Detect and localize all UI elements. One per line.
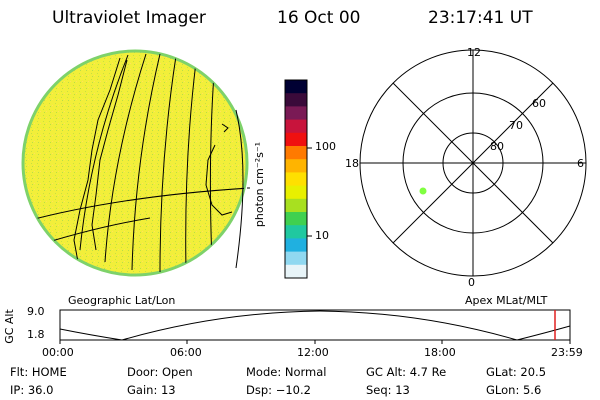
mlat-label-60: 60	[532, 97, 546, 110]
colorbar-segment	[285, 238, 307, 253]
gc-alt-plot	[59, 309, 571, 344]
time-label: 23:17:41 UT	[428, 8, 533, 28]
time-tick-1200: 12:00	[297, 346, 329, 359]
colorbar-segment	[285, 80, 307, 94]
gc-alt-ymin: 1.8	[27, 328, 45, 341]
uv-earth-disk	[21, 49, 250, 277]
status-gc-alt: GC Alt: 4.7 Re	[366, 365, 447, 379]
mlt-label-12: 12	[467, 46, 481, 59]
status-mode: Mode: Normal	[246, 365, 327, 379]
mlt-label-6: 6	[577, 157, 584, 170]
time-tick-0000: 00:00	[42, 346, 74, 359]
colorbar-segment	[285, 106, 307, 121]
date-label: 16 Oct 00	[277, 8, 361, 28]
mlt-label-18: 18	[345, 157, 359, 170]
geographic-caption: Geographic Lat/Lon	[68, 294, 176, 307]
status-seq: Seq: 13	[366, 383, 410, 397]
colorbar-segment	[285, 225, 307, 239]
gc-alt-axis-label: GC Alt	[2, 309, 16, 344]
status-glat: GLat: 20.5	[486, 365, 547, 379]
colorbar-segment	[285, 198, 307, 213]
mlt-label-0: 0	[468, 276, 475, 289]
status-glon: GLon: 5.6	[486, 383, 542, 397]
colorbar-segment	[285, 264, 307, 279]
status-dsp: Dsp: −10.2	[246, 383, 311, 397]
status-door: Door: Open	[127, 365, 193, 379]
status-ip: IP: 36.0	[10, 383, 54, 397]
status-flt: Flt: HOME	[10, 365, 67, 379]
colorbar-unit-label: photon cm⁻²s⁻¹	[253, 141, 267, 228]
color-scale-bar	[284, 79, 312, 279]
apex-caption: Apex MLat/MLT	[465, 294, 548, 307]
colorbar-segment	[285, 212, 307, 226]
gc-alt-ymax: 9.0	[27, 305, 45, 318]
time-tick-1800: 18:00	[424, 346, 456, 359]
colorbar-segment	[285, 93, 307, 107]
colorbar-segment	[285, 251, 307, 266]
mlat-label-80: 80	[490, 140, 504, 153]
colorbar-tick-10: 10	[315, 229, 329, 242]
colorbar-segment	[285, 172, 307, 187]
colorbar-tick-100: 100	[315, 140, 336, 153]
polar-mlat-mlt-plot	[359, 49, 587, 277]
time-tick-0600: 06:00	[170, 346, 202, 359]
colorbar-segment	[285, 146, 307, 160]
instrument-title: Ultraviolet Imager	[52, 8, 206, 28]
time-tick-2359: 23:59	[551, 346, 583, 359]
mlat-label-70: 70	[509, 119, 523, 132]
status-gain: Gain: 13	[127, 383, 176, 397]
colorbar-segment	[285, 132, 307, 147]
aurora-spot-marker	[419, 187, 427, 195]
colorbar-segment	[285, 119, 307, 134]
colorbar-segment	[285, 185, 307, 200]
colorbar-segment	[285, 159, 307, 173]
